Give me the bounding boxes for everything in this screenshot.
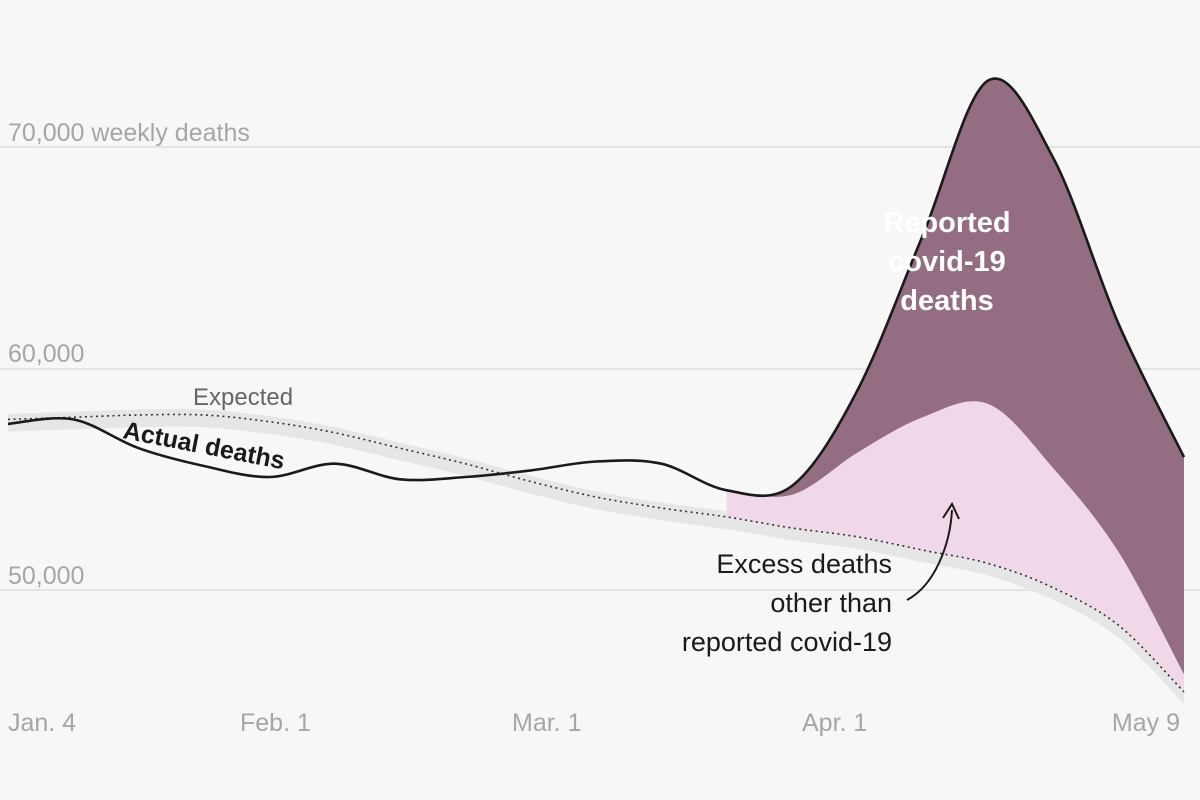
reported-covid-deaths-area [726,78,1184,675]
expected-range-band [8,408,1184,705]
reported-label-line1: Reported [883,207,1010,239]
actual-deaths-point [463,475,467,479]
excess-label-line1: Excess deaths [716,549,892,579]
actual-deaths-point [725,488,729,492]
actual-deaths-point [1051,156,1055,160]
expected-point [725,515,729,519]
chart-marks [6,77,1186,705]
actual-deaths-point [986,79,990,83]
expected-point [398,446,402,450]
y-tick-60000: 60,000 [8,340,84,368]
x-tick-feb1: Feb. 1 [240,709,311,737]
expected-point [855,535,859,539]
expected-point [6,417,10,421]
actual-deaths-point [6,422,10,426]
actual-deaths-line [7,77,1186,498]
excess-other-deaths-area [726,401,1184,692]
actual-deaths-point [202,464,206,468]
expected-point [986,561,990,565]
excess-label-line2: other than [770,588,892,618]
x-tick-jan4: Jan. 4 [8,709,76,737]
expected-label: Expected [193,384,293,411]
excess-label-line3: reported covid-19 [682,627,892,657]
actual-deaths-point [659,462,663,466]
expected-point [1117,623,1121,627]
x-axis-labels: Jan. 4 Feb. 1 Mar. 1 Apr. 1 May 9 [8,709,1180,737]
actual-deaths-point [855,389,859,393]
x-tick-mar1: Mar. 1 [512,709,581,737]
expected-point [529,480,533,484]
actual-deaths-point [790,484,794,488]
expected-point [659,506,663,510]
actual-deaths-point [398,477,402,481]
x-tick-apr1: Apr. 1 [802,709,867,737]
y-tick-70000: 70,000 weekly deaths [8,119,250,147]
annotation-arrow-icon [906,509,953,601]
actual-deaths-point [333,462,337,466]
y-tick-50000: 50,000 [8,562,84,590]
expected-point [1182,690,1186,694]
expected-point [790,526,794,530]
actual-deaths-point [1117,322,1121,326]
expected-point [333,431,337,435]
actual-deaths-point [1182,455,1186,459]
actual-deaths-point [267,475,271,479]
actual-deaths-point [529,468,533,472]
expected-point [1051,586,1055,590]
reported-label-line2: covid-19 [888,246,1006,278]
expected-point [463,462,467,466]
expected-point [267,420,271,424]
expected-point [594,495,598,499]
x-tick-may9: May 9 [1112,709,1180,737]
reported-label-line3: deaths [900,285,993,317]
expected-point [202,413,206,417]
actual-deaths-point [594,460,598,464]
y-axis-labels: 70,000 weekly deaths 60,000 50,000 [8,119,250,590]
arrowhead-icon [942,501,960,520]
expected-point [137,413,141,417]
expected-point [71,415,75,419]
chart-annotations: Expected Actual deaths Reported covid-19… [121,207,1011,657]
expected-point [921,548,925,552]
